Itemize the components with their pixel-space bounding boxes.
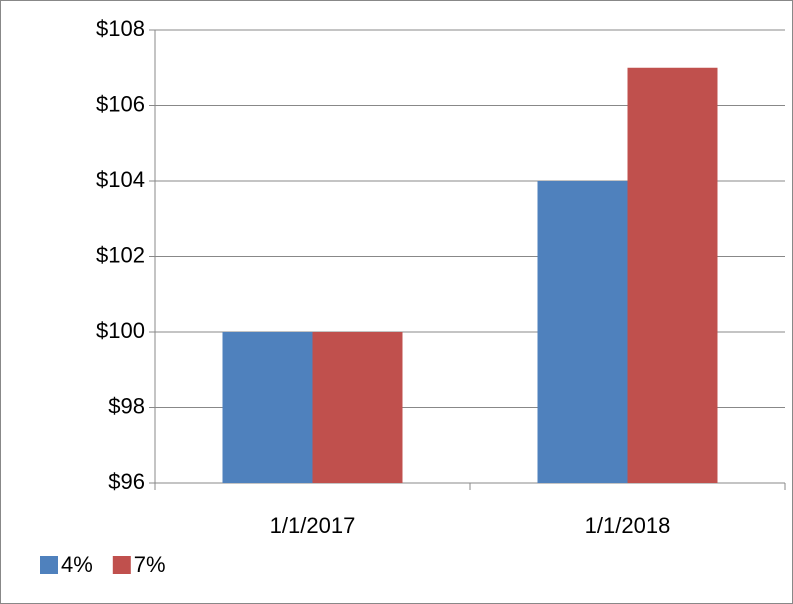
y-tick-label: $96 [108, 469, 145, 494]
legend-label: 7% [134, 552, 166, 577]
bar [537, 181, 628, 483]
bar [222, 332, 313, 483]
y-tick-label: $100 [96, 318, 145, 343]
y-tick-label: $108 [96, 16, 145, 41]
x-tick-label: 1/1/2017 [270, 513, 356, 538]
x-tick-label: 1/1/2018 [585, 513, 671, 538]
y-tick-label: $102 [96, 242, 145, 267]
y-tick-label: $98 [108, 393, 145, 418]
y-tick-label: $106 [96, 91, 145, 116]
bar [312, 332, 403, 483]
y-tick-label: $104 [96, 167, 145, 192]
legend-label: 4% [61, 552, 93, 577]
legend-swatch [40, 556, 58, 574]
legend-swatch [112, 556, 131, 574]
bar [627, 67, 718, 483]
